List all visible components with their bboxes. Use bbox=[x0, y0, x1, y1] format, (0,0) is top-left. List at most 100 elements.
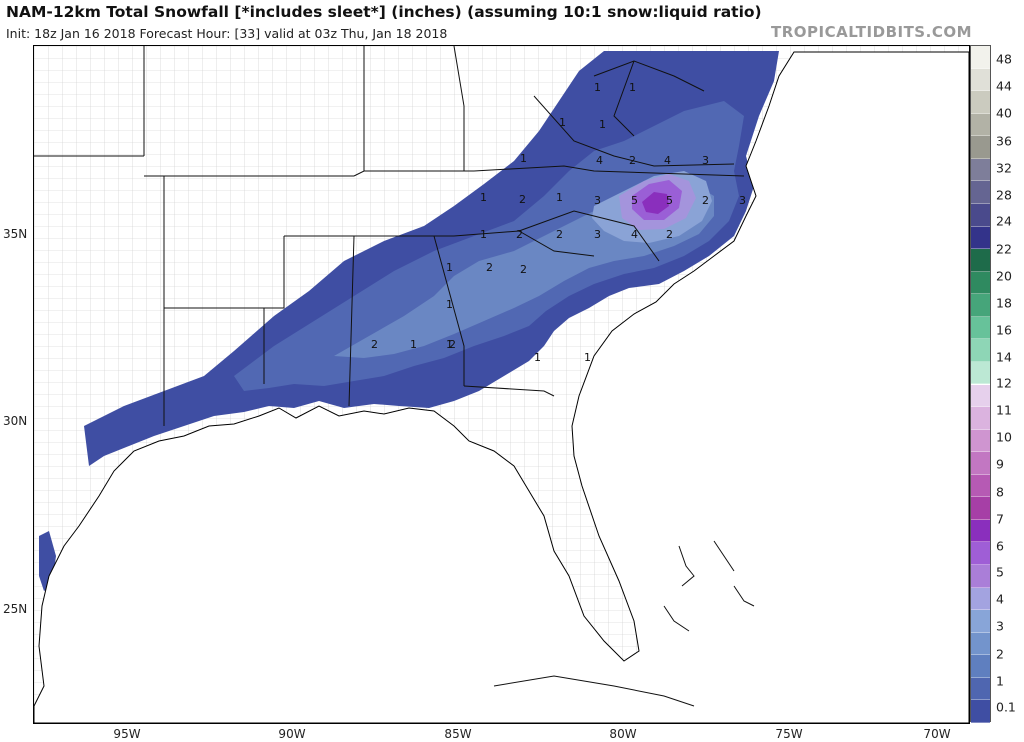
lon-label-90w: 90W bbox=[278, 727, 306, 741]
colorbar-cell bbox=[971, 677, 990, 701]
colorbar-cell bbox=[971, 339, 990, 362]
lon-label-85w: 85W bbox=[444, 727, 472, 741]
colorbar-label: 2 bbox=[996, 646, 1004, 662]
colorbar-cell bbox=[971, 452, 990, 475]
colorbar-label: 12 bbox=[996, 375, 1012, 391]
colorbar-cell bbox=[971, 271, 990, 295]
snow-band-1 bbox=[234, 101, 744, 391]
colorbar-cell bbox=[971, 136, 990, 159]
colorbar-label: 44 bbox=[996, 78, 1012, 94]
colorbar-cell bbox=[971, 700, 990, 723]
colorbar-cell bbox=[971, 384, 990, 408]
colorbar-cell bbox=[971, 249, 990, 272]
colorbar-cell bbox=[971, 226, 990, 250]
contour-label: 1 bbox=[559, 116, 566, 129]
colorbar-label: 18 bbox=[996, 295, 1012, 311]
colorbar-label: 22 bbox=[996, 241, 1012, 257]
colorbar-label: 20 bbox=[996, 268, 1012, 284]
contour-label: 1 bbox=[594, 81, 601, 94]
contour-label: 3 bbox=[702, 154, 709, 167]
init-forecast-line: Init: 18z Jan 16 2018 Forecast Hour: [33… bbox=[6, 26, 448, 41]
contour-label: 1 bbox=[584, 351, 591, 364]
contour-label: 2 bbox=[449, 338, 456, 351]
map-title: NAM-12km Total Snowfall [*includes sleet… bbox=[6, 3, 762, 21]
colorbar-label: 48 bbox=[996, 51, 1012, 67]
colorbar-label: 4 bbox=[996, 591, 1004, 607]
colorbar-label: 9 bbox=[996, 456, 1004, 472]
colorbar-cell bbox=[971, 91, 990, 114]
colorbar-cell bbox=[971, 565, 990, 588]
contour-label: 1 bbox=[556, 191, 563, 204]
contour-label: 1 bbox=[446, 298, 453, 311]
lon-label-70w: 70W bbox=[923, 727, 951, 741]
colorbar-label: 40 bbox=[996, 105, 1012, 121]
colorbar-label: 0.1 bbox=[996, 699, 1016, 715]
contour-label: 3 bbox=[594, 228, 601, 241]
contour-label: 2 bbox=[666, 228, 673, 241]
colorbar-cell bbox=[971, 203, 990, 227]
colorbar-label: 24 bbox=[996, 213, 1012, 229]
contour-label: 1 bbox=[480, 228, 487, 241]
snowfall-bands bbox=[39, 51, 779, 591]
colorbar-cell bbox=[971, 655, 990, 678]
colorbar-cell bbox=[971, 474, 990, 498]
colorbar-cell bbox=[971, 429, 990, 453]
contour-label: 2 bbox=[520, 263, 527, 276]
colorbar-cell bbox=[971, 113, 990, 137]
contour-label: 4 bbox=[631, 228, 638, 241]
snow-band-6 bbox=[642, 192, 669, 214]
colorbar-cell bbox=[971, 361, 990, 385]
colorbar-cell bbox=[971, 294, 990, 317]
contour-label: 1 bbox=[410, 338, 417, 351]
contour-label: 1 bbox=[599, 118, 606, 131]
contour-label: 2 bbox=[702, 194, 709, 207]
lat-label-35n: 35N bbox=[3, 227, 28, 241]
contour-label: 2 bbox=[519, 193, 526, 206]
colorbar-label: 5 bbox=[996, 564, 1004, 580]
colorbar-label: 7 bbox=[996, 511, 1004, 527]
contour-label: 2 bbox=[371, 338, 378, 351]
colorbar-cell bbox=[971, 181, 990, 204]
colorbar-label: 6 bbox=[996, 538, 1004, 554]
contour-label: 5 bbox=[666, 194, 673, 207]
lon-label-95w: 95W bbox=[113, 727, 141, 741]
colorbar-label: 28 bbox=[996, 187, 1012, 203]
lon-label-75w: 75W bbox=[775, 727, 803, 741]
contour-label: 1 bbox=[534, 351, 541, 364]
colorbar-label: 32 bbox=[996, 160, 1012, 176]
lat-label-30n: 30N bbox=[3, 414, 28, 428]
contour-label: 1 bbox=[629, 81, 636, 94]
colorbar-cell bbox=[971, 519, 990, 543]
colorbar-label: 36 bbox=[996, 133, 1012, 149]
contour-label: 4 bbox=[664, 154, 671, 167]
gulf-of-mexico bbox=[34, 51, 969, 723]
source-watermark: TROPICALTIDBITS.COM bbox=[771, 23, 972, 41]
contour-label: 2 bbox=[486, 261, 493, 274]
contour-label: 5 bbox=[631, 194, 638, 207]
colorbar-label: 16 bbox=[996, 322, 1012, 338]
lat-label-25n: 25N bbox=[3, 602, 28, 616]
colorbar-cell bbox=[971, 46, 990, 69]
contour-label: 2 bbox=[556, 228, 563, 241]
colorbar-cell bbox=[971, 610, 990, 633]
contour-label: 1 bbox=[446, 338, 453, 351]
colorbar-cell bbox=[971, 158, 990, 182]
colorbar-cell bbox=[971, 316, 990, 340]
colorbar-cell bbox=[971, 542, 990, 566]
contour-label: 1 bbox=[520, 152, 527, 165]
colorbar-label: 1 bbox=[996, 673, 1004, 689]
lon-label-80w: 80W bbox=[609, 727, 637, 741]
colorbar-cell bbox=[971, 407, 990, 430]
colorbar-label: 14 bbox=[996, 349, 1012, 365]
contour-label: 2 bbox=[629, 154, 636, 167]
contour-label: 2 bbox=[516, 228, 523, 241]
colorbar-cell bbox=[971, 497, 990, 520]
colorbar-label: 11 bbox=[996, 402, 1012, 418]
colorbar-label: 10 bbox=[996, 429, 1012, 445]
contour-label: 1 bbox=[480, 191, 487, 204]
contour-label: 4 bbox=[596, 154, 603, 167]
colorbar-label: 8 bbox=[996, 484, 1004, 500]
